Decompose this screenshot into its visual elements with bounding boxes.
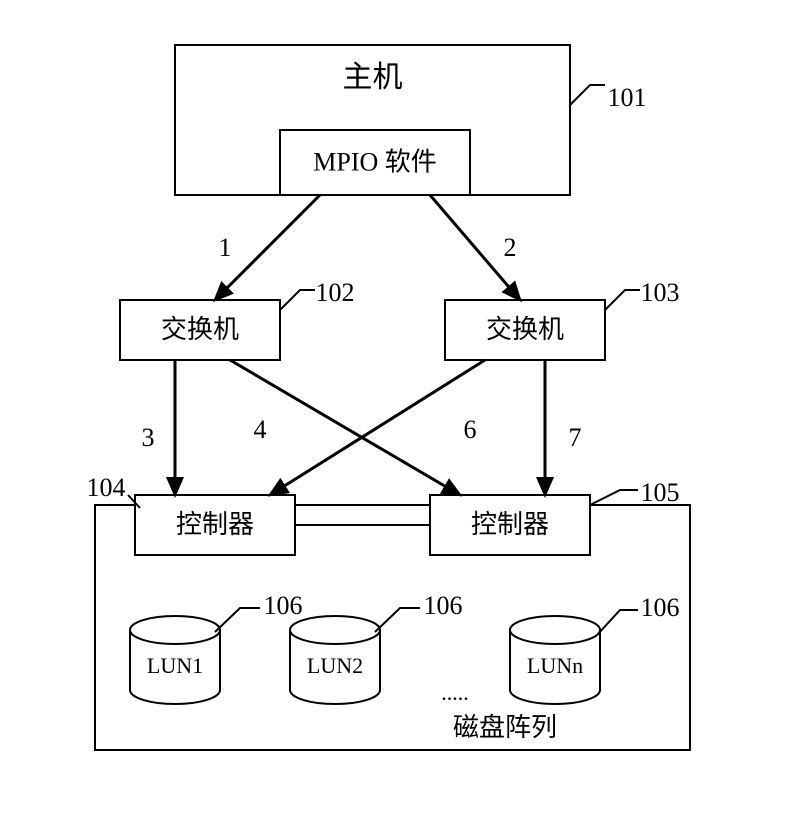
lun-cylinders: LUN1 LUN2 LUNn xyxy=(130,616,600,704)
svg-text:3: 3 xyxy=(142,423,155,452)
disk-array-caption: 磁盘阵列 xyxy=(453,713,557,742)
controller-left-label: 控制器 xyxy=(176,510,254,539)
switch-right-label: 交换机 xyxy=(486,315,564,344)
ellipsis: ..... xyxy=(441,680,469,705)
svg-text:106: 106 xyxy=(424,591,463,620)
host-label: 主机 xyxy=(343,61,403,94)
svg-text:105: 105 xyxy=(641,478,680,507)
controller-right-label: 控制器 xyxy=(471,510,549,539)
svg-text:104: 104 xyxy=(87,473,126,502)
diagram-canvas: 主机 MPIO 软件 交换机 交换机 控制器 控制器 LUN1LUN2LUNn … xyxy=(0,0,800,814)
svg-text:102: 102 xyxy=(316,278,355,307)
svg-text:101: 101 xyxy=(608,83,647,112)
svg-text:103: 103 xyxy=(641,278,680,307)
svg-text:LUN2: LUN2 xyxy=(307,653,363,678)
svg-text:1: 1 xyxy=(219,233,232,262)
switch-left-label: 交换机 xyxy=(161,315,239,344)
svg-text:6: 6 xyxy=(464,415,477,444)
svg-text:LUN1: LUN1 xyxy=(147,653,203,678)
svg-text:2: 2 xyxy=(504,233,517,262)
svg-text:106: 106 xyxy=(264,591,303,620)
svg-text:106: 106 xyxy=(641,593,680,622)
svg-text:LUNn: LUNn xyxy=(527,653,583,678)
mpio-label: MPIO 软件 xyxy=(313,147,437,176)
svg-text:7: 7 xyxy=(569,423,582,452)
svg-text:4: 4 xyxy=(254,415,267,444)
